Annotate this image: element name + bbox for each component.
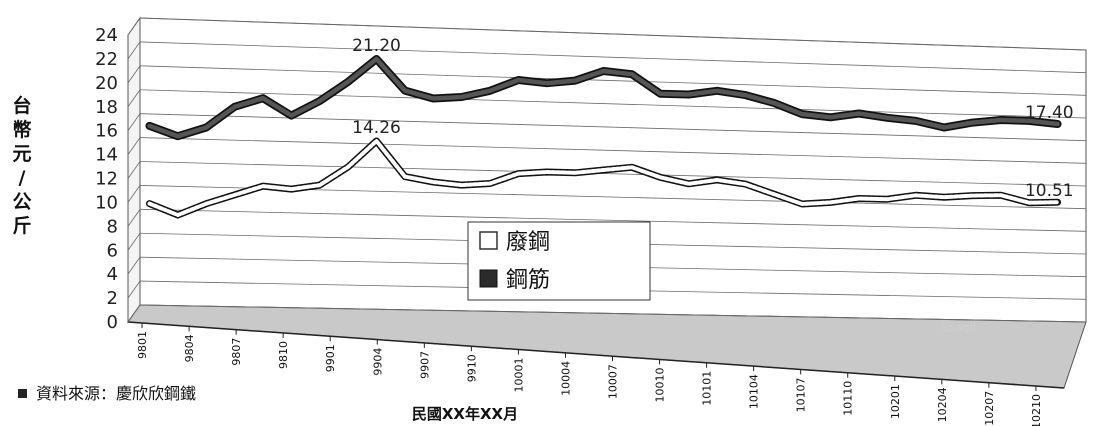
x-tick-label: 9807 [230,338,243,366]
x-tick-label: 10201 [889,384,902,419]
x-tick-label: 10004 [559,361,572,396]
chart-series-lines [145,55,1062,219]
x-tick-label: 10101 [701,371,714,406]
x-tick-label: 9904 [371,348,384,376]
x-tick-label: 10204 [936,387,949,422]
x-tick-label: 9910 [465,354,478,382]
side-gridline [127,137,141,155]
gridline [139,137,1087,164]
y-tick-label: 6 [107,240,118,261]
series-line-scrap [147,139,1060,217]
x-tick-label: 9907 [418,351,431,379]
x-tick-label: 10104 [748,374,761,409]
legend-swatch-rebar [479,269,498,288]
y-axis-label-char: 公 [12,191,31,213]
gridline [139,304,1087,323]
side-gridline [127,209,141,227]
gridline [139,41,1087,74]
rebar-end-label: 17.40 [1025,103,1074,123]
y-axis-label-char: 斤 [12,215,31,237]
source-bullet-icon [18,389,27,398]
watermark-text: SnagIt [942,321,978,334]
side-gridline [127,17,141,36]
y-tick-label: 18 [95,97,118,118]
y-tick-label: 4 [107,264,118,285]
y-tick-label: 14 [95,145,118,166]
x-tick-label: 10107 [795,377,808,412]
x-tick-label: 10210 [1030,394,1043,426]
side-gridline [127,233,141,251]
gridline [139,89,1087,119]
side-gridline [127,280,141,299]
legend-box [467,221,651,301]
source-note: 資料來源：慶欣欣鋼鐵 [18,384,196,403]
x-tick-label: 9804 [183,334,196,362]
side-gridline [127,89,141,107]
y-tick-label: 0 [107,312,118,333]
gridline [139,208,1087,232]
x-tick-label: 10001 [512,358,525,393]
side-gridline [127,65,141,84]
side-gridline [127,256,141,275]
side-gridline [127,113,141,131]
side-gridline [127,185,141,203]
gridline [139,17,1087,51]
legend-label-scrap: 廢鋼 [506,230,550,255]
y-tick-label: 8 [107,216,118,237]
x-axis-label: 民國XX年XX月 [412,405,518,423]
side-gridline [127,161,141,179]
scrap-end-label: 10.51 [1025,181,1074,201]
y-tick-label: 22 [95,49,118,70]
y-tick-label: 2 [107,288,118,309]
side-gridline [127,41,141,60]
rebar-peak-label: 21.20 [352,36,401,56]
y-tick-label: 24 [95,25,118,46]
series-line-rebar [147,56,1060,139]
x-tick-label: 9801 [136,331,149,359]
x-tick-label: 10007 [607,364,620,399]
y-axis-label-char: 台 [12,94,31,117]
chart-legend: 廢鋼 鋼筋 [467,221,651,301]
x-axis-line [127,321,1065,389]
legend-label-rebar: 鋼筋 [506,268,550,293]
legend-swatch-scrap [479,231,498,250]
y-tick-label: 12 [95,169,118,190]
side-gridline [127,304,141,323]
x-tick-label: 10207 [983,391,996,426]
x-tick-label: 10110 [842,381,855,416]
y-axis-label-char: 幣 [12,119,31,141]
y-tick-label: 10 [95,192,118,213]
gridline [139,161,1087,187]
y-axis-label: 台幣元/公斤 [12,94,31,237]
y-tick-label: 20 [95,73,118,94]
scrap-peak-label: 14.26 [352,118,401,138]
y-axis-label-char: / [19,167,26,189]
gridline [139,113,1087,142]
x-tick-label: 10010 [654,367,667,402]
gridline [139,65,1087,96]
y-axis-label-char: 元 [12,143,31,165]
y-tick-label: 16 [95,121,118,142]
source-note-text: 資料來源：慶欣欣鋼鐵 [36,384,196,403]
x-tick-label: 9810 [277,341,290,369]
x-tick-label: 9901 [324,344,337,372]
x-axis-tick-labels: 9801 9804 9807 9810 9901 9904 9907 9910 10001 100… [136,322,1043,426]
chart-value-labels: 14.26 10.51 21.20 17.40 [352,36,1073,201]
